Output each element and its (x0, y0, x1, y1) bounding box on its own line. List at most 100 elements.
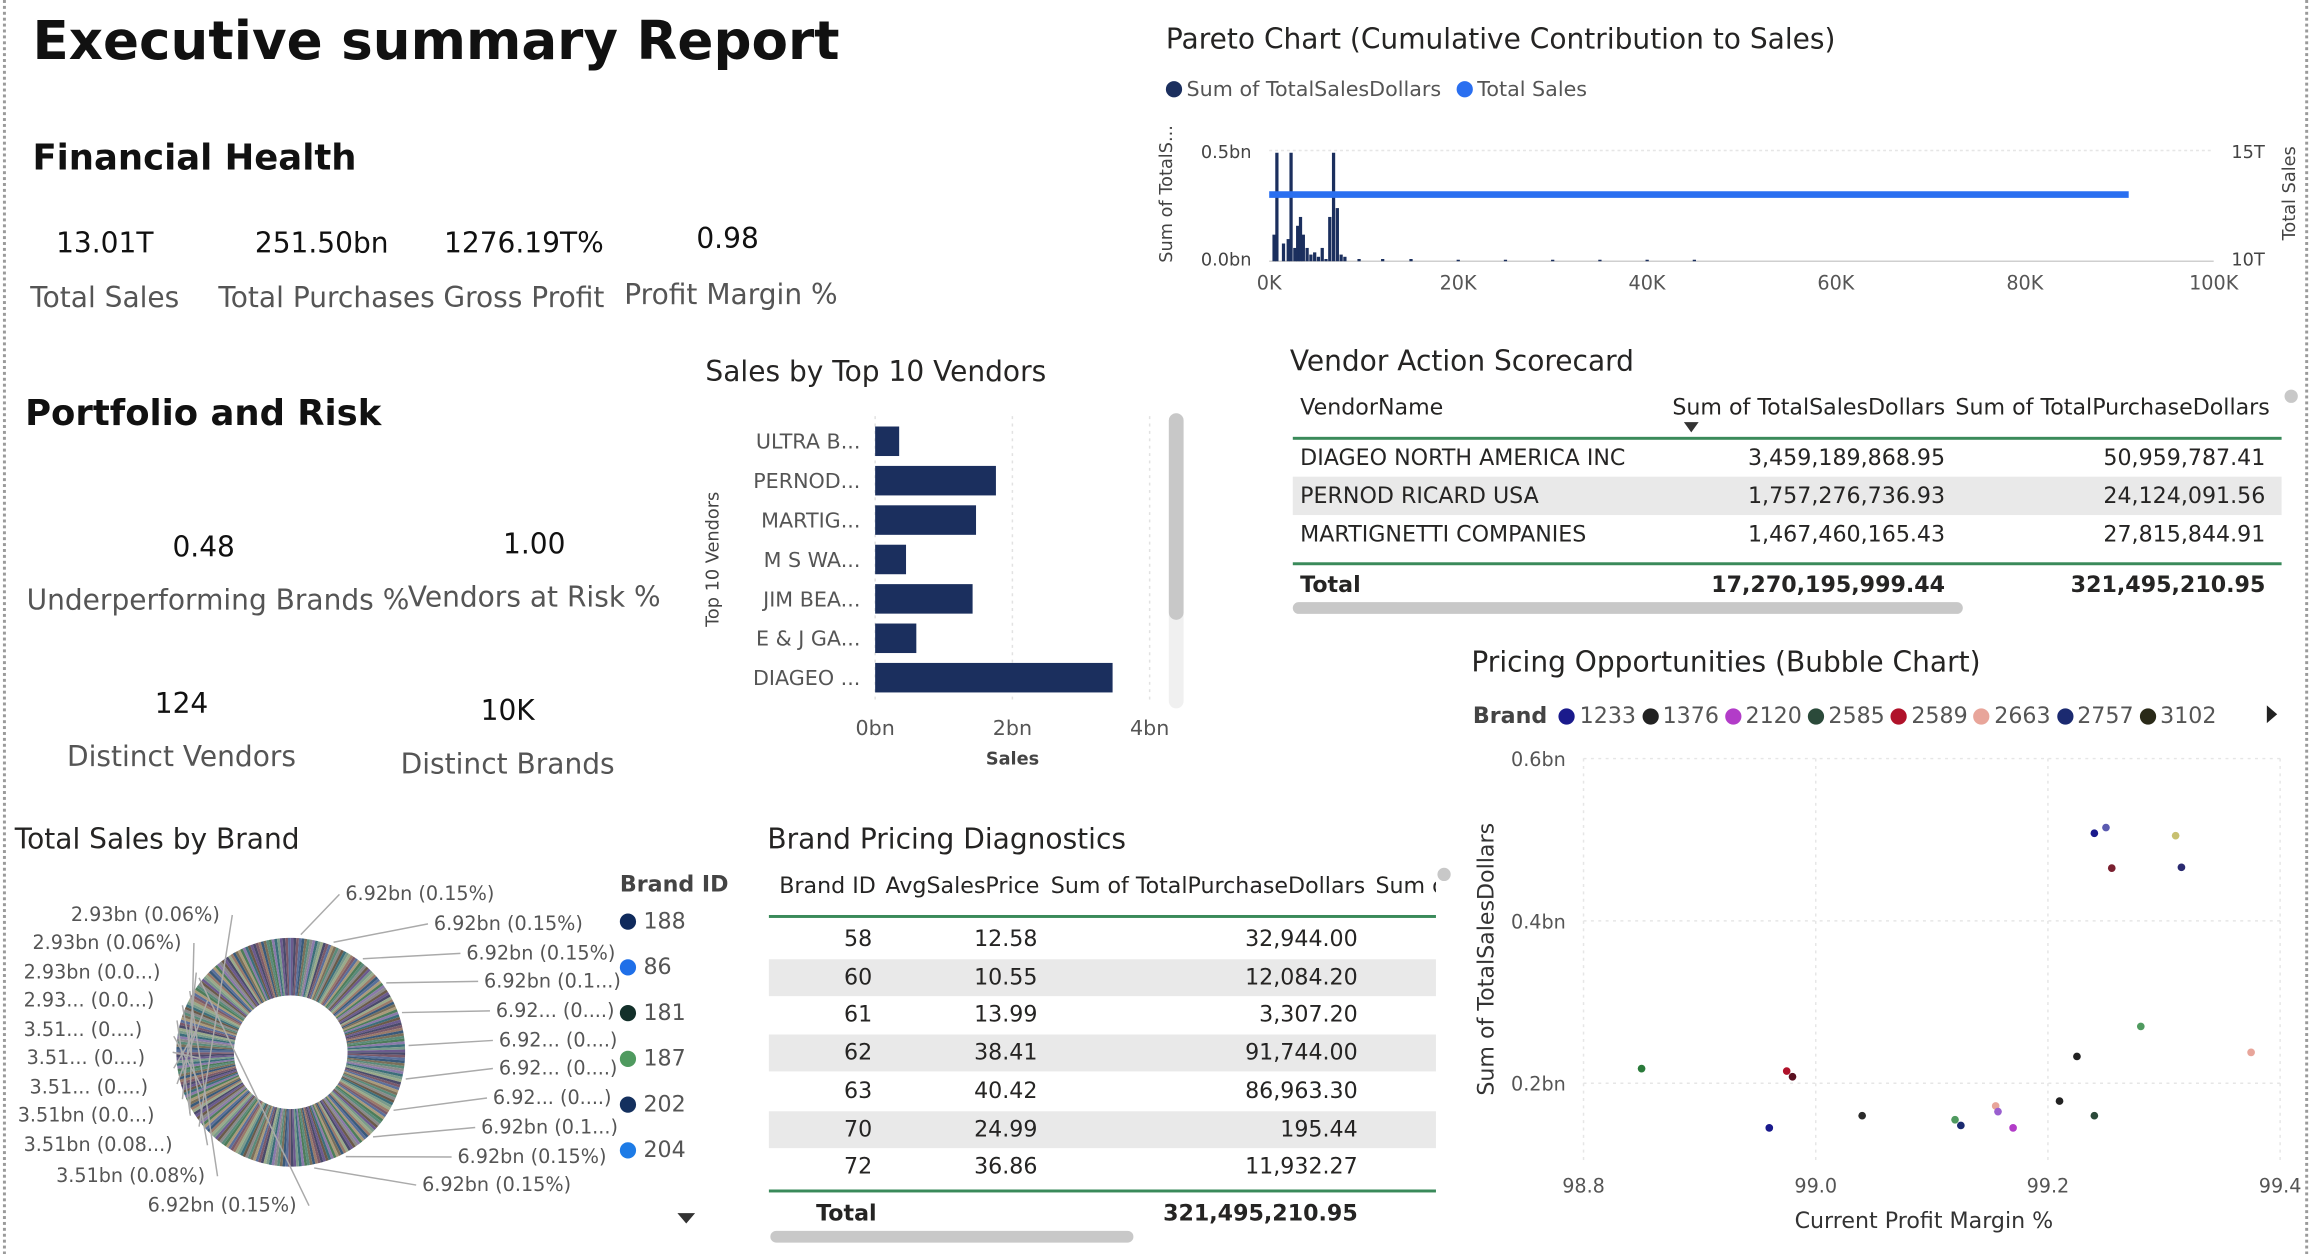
chevron-right-icon[interactable] (2266, 705, 2278, 724)
bubble-point[interactable] (1957, 1121, 1965, 1130)
diagnostics-col-avg[interactable]: AvgSalesPrice (885, 872, 1040, 899)
diagnostics-h-scrollbar[interactable] (770, 1230, 1134, 1243)
donut-slice[interactable] (245, 1104, 270, 1159)
donut-slice[interactable] (329, 968, 371, 1012)
donut-slice[interactable] (328, 1093, 369, 1138)
donut-slice[interactable] (345, 1022, 402, 1039)
donut-slice[interactable] (180, 1067, 237, 1085)
diagnostics-row-id[interactable]: 63 (844, 1077, 873, 1104)
donut-slice[interactable] (250, 1105, 272, 1161)
donut-legend-item[interactable]: 86 (619, 953, 672, 980)
donut-slice[interactable] (210, 968, 253, 1012)
donut-slice[interactable] (201, 978, 248, 1017)
donut-slice[interactable] (255, 1106, 275, 1162)
donut-slice[interactable] (181, 1068, 237, 1088)
donut-slice[interactable] (187, 1076, 240, 1103)
donut-slice[interactable] (255, 942, 275, 999)
donut-slice[interactable] (252, 943, 274, 999)
donut-slice[interactable] (250, 944, 272, 1000)
donut-slice[interactable] (344, 1068, 401, 1088)
donut-slice[interactable] (331, 972, 375, 1014)
donut-slice[interactable] (242, 1103, 269, 1158)
donut-slice[interactable] (258, 941, 276, 998)
donut-slice[interactable] (195, 987, 245, 1022)
donut-slice[interactable] (319, 1100, 352, 1151)
donut-slice[interactable] (326, 1095, 365, 1142)
donut-slice[interactable] (305, 1106, 324, 1163)
donut-slice[interactable] (321, 956, 356, 1006)
donut-slice[interactable] (322, 958, 358, 1007)
donut-slice[interactable] (334, 1086, 382, 1124)
scorecard-col-sales[interactable]: Sum of TotalSalesDollars (1672, 394, 1946, 421)
donut-slice[interactable] (344, 1016, 401, 1037)
donut-slice[interactable] (315, 1102, 344, 1155)
donut-slice[interactable] (335, 982, 384, 1019)
donut-slice[interactable] (212, 1093, 254, 1138)
donut-slice[interactable] (225, 956, 260, 1006)
scorecard-col-vendor[interactable]: VendorName (1300, 394, 1444, 421)
donut-slice[interactable] (330, 970, 373, 1013)
donut-slice[interactable] (324, 1097, 361, 1145)
sort-desc-icon[interactable] (1683, 422, 1699, 433)
pareto-legend[interactable]: Sum of TotalSalesDollars Total Sales (1165, 78, 1587, 102)
scorecard-col-purchases[interactable]: Sum of TotalPurchaseDollars (1955, 394, 2270, 421)
donut-slice[interactable] (258, 1106, 276, 1163)
diagnostics-row-id[interactable]: 61 (844, 1001, 873, 1028)
donut-slice[interactable] (199, 980, 247, 1018)
diagnostics-row-id[interactable]: 62 (844, 1039, 873, 1066)
donut-slice[interactable] (343, 1072, 398, 1096)
donut-slice[interactable] (332, 1089, 377, 1131)
donut-slice[interactable] (325, 961, 363, 1008)
diagnostics-row-id[interactable]: 72 (844, 1152, 873, 1180)
donut-slice[interactable] (185, 1004, 240, 1030)
bubble-point[interactable] (2107, 864, 2116, 872)
donut-slice[interactable] (345, 1065, 402, 1083)
bubble-legend[interactable]: Brand 1233 1376 2120 2585 2589 2663 2757 3102 (1473, 702, 2223, 729)
donut-slice[interactable] (205, 974, 250, 1015)
bubble-point[interactable] (2073, 1052, 2081, 1061)
donut-slice[interactable] (333, 976, 379, 1016)
donut-slice[interactable] (230, 1100, 263, 1151)
donut-slice[interactable] (338, 991, 390, 1024)
donut-slice[interactable] (242, 947, 269, 1001)
bubble-legend-label[interactable]: 2585 (1828, 702, 1885, 730)
donut-slice[interactable] (304, 941, 321, 998)
donut-slice[interactable] (192, 1080, 243, 1113)
donut-slice[interactable] (332, 974, 377, 1015)
donut-slice[interactable] (314, 948, 342, 1002)
donut-slice[interactable] (214, 1094, 255, 1140)
donut-slice[interactable] (247, 945, 271, 1000)
bubble-legend-label[interactable]: 2120 (1745, 702, 1802, 730)
bubble-point[interactable] (2090, 829, 2099, 838)
donut-slice[interactable] (315, 949, 344, 1002)
donut-slice[interactable] (320, 1099, 354, 1150)
donut-slice[interactable] (333, 1088, 379, 1129)
bubble-point[interactable] (2171, 831, 2180, 840)
scorecard-row-0-name[interactable]: DIAGEO NORTH AMERICA INC (1300, 444, 1626, 471)
donut-slice[interactable] (345, 1067, 402, 1085)
donut-slice[interactable] (198, 982, 246, 1019)
donut-slice[interactable] (212, 966, 254, 1011)
donut-slice[interactable] (181, 1016, 237, 1037)
bubble-point[interactable] (1788, 1072, 1797, 1081)
donut-slice[interactable] (180, 1019, 237, 1038)
bubble-legend-label[interactable]: 3102 (2160, 702, 2217, 730)
donut-slice[interactable] (181, 1069, 238, 1091)
donut-slice[interactable] (306, 1106, 327, 1162)
donut-slice[interactable] (240, 1103, 267, 1156)
donut-slice[interactable] (225, 1098, 260, 1148)
donut-slice[interactable] (339, 1079, 391, 1111)
donut-slice[interactable] (308, 1105, 329, 1162)
bubble-point[interactable] (2247, 1048, 2255, 1057)
donut-slice[interactable] (260, 941, 278, 998)
scorecard-scroll-dot[interactable] (2284, 389, 2298, 403)
donut-slice[interactable] (219, 961, 257, 1008)
donut-slice[interactable] (260, 1107, 278, 1164)
donut-slice[interactable] (216, 1095, 256, 1142)
bubble-point[interactable] (2055, 1097, 2064, 1105)
bubble-point[interactable] (2009, 1124, 2017, 1132)
diagnostics-col-brand[interactable]: Brand ID (779, 872, 876, 899)
donut-slice[interactable] (304, 1107, 321, 1164)
donut-slice[interactable] (247, 1104, 271, 1160)
donut-slice[interactable] (205, 1089, 250, 1131)
